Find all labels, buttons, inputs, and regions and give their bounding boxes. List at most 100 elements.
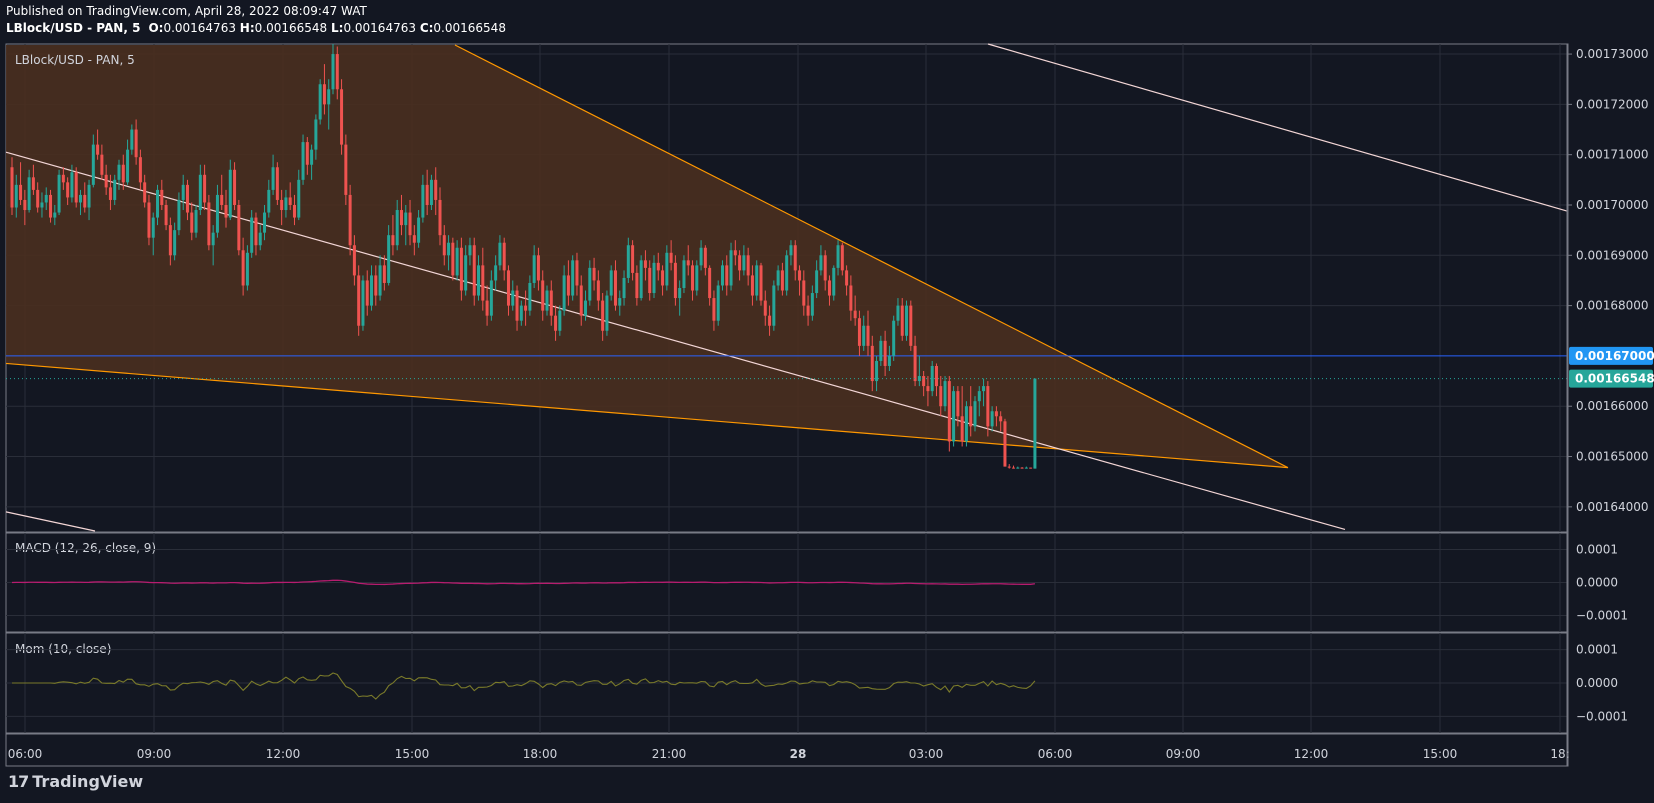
candle: [1007, 464, 1011, 469]
candle: [194, 204, 198, 238]
time-tick-label: 28: [790, 747, 807, 761]
candle-body: [1024, 467, 1028, 469]
candle: [228, 159, 232, 221]
candle-body: [536, 255, 540, 281]
candle-body: [301, 142, 305, 180]
candle: [23, 189, 27, 226]
candle: [853, 295, 857, 326]
candle: [44, 187, 48, 211]
candle: [322, 64, 326, 115]
candle-body: [1020, 467, 1024, 469]
candle-body: [173, 230, 177, 256]
momentum-line: [12, 672, 1036, 700]
price-tick-label: 0.00172000: [1576, 97, 1649, 111]
candle-body: [220, 194, 224, 205]
candle: [468, 237, 472, 266]
candle: [725, 255, 729, 296]
candle: [207, 194, 211, 251]
candle-body: [549, 290, 553, 316]
candle-body: [370, 275, 374, 306]
candle-body: [703, 247, 707, 268]
candle-body: [772, 285, 776, 326]
candle: [639, 255, 643, 301]
candle: [429, 174, 433, 211]
candle: [147, 194, 151, 246]
candle: [1029, 467, 1033, 469]
candle: [318, 79, 322, 125]
candle: [70, 164, 74, 203]
candle-body: [66, 182, 70, 198]
momentum-tick-label: 0.0000: [1576, 676, 1618, 690]
candle-body: [960, 416, 964, 442]
candle-body: [575, 260, 579, 286]
tradingview-logo[interactable]: 17 TradingView: [8, 772, 143, 791]
open-label: O:: [148, 21, 164, 35]
candle-body: [691, 265, 695, 291]
candle-body: [1016, 467, 1020, 469]
candle-body: [207, 202, 211, 246]
candle: [464, 245, 468, 296]
candle-body: [626, 245, 630, 278]
candle: [284, 189, 288, 218]
candle-body: [618, 298, 622, 306]
candle-body: [870, 345, 874, 382]
candle-body: [682, 260, 686, 288]
candle-body: [412, 235, 416, 243]
candle: [930, 360, 934, 397]
candle: [588, 260, 592, 306]
candle-body: [292, 204, 296, 218]
candle-body: [823, 255, 827, 281]
candle: [943, 376, 947, 412]
candle: [840, 242, 844, 276]
candle: [622, 270, 626, 306]
candle: [1020, 467, 1024, 469]
candle: [250, 210, 254, 258]
candle-body: [78, 194, 82, 203]
candle: [656, 252, 660, 281]
candle-body: [973, 401, 977, 427]
candle: [412, 225, 416, 256]
channel-upper-line: [987, 43, 1568, 212]
candle: [562, 265, 566, 316]
candle: [335, 46, 339, 100]
candle: [121, 154, 125, 190]
candle: [447, 235, 451, 271]
candle: [74, 167, 78, 208]
candle-body: [481, 265, 485, 301]
falling-wedge-fill: [6, 45, 1288, 468]
candle-body: [49, 194, 53, 218]
candle-body: [755, 265, 759, 296]
candle: [913, 335, 917, 387]
candle: [836, 240, 840, 276]
candle: [344, 134, 348, 205]
candle: [66, 177, 70, 205]
candle: [203, 164, 207, 211]
candle: [742, 245, 746, 276]
candle: [819, 245, 823, 276]
candle: [391, 215, 395, 256]
candle-body: [40, 202, 44, 208]
candle-body: [245, 252, 249, 286]
candle-body: [472, 245, 476, 296]
last-price-badge-text: 0.00166548: [1575, 372, 1654, 386]
time-tick-label: 21:00: [652, 747, 687, 761]
candle-body: [857, 318, 861, 346]
macd-tick-label: 0.0001: [1576, 543, 1618, 557]
symbol-ohlc-line: LBlock/USD - PAN, 5 O:0.00164763 H:0.001…: [6, 21, 506, 35]
candle-body: [185, 184, 189, 213]
candle: [652, 255, 656, 299]
candle-body: [956, 391, 960, 417]
candle-body: [738, 255, 742, 271]
candle: [892, 315, 896, 361]
candle-body: [789, 245, 793, 256]
candle: [536, 247, 540, 291]
candle-body: [588, 267, 592, 301]
candle-body: [793, 245, 797, 271]
candle: [823, 250, 827, 291]
candle-body: [288, 197, 292, 205]
candle-body: [19, 184, 23, 200]
candle: [566, 260, 570, 306]
candle-body: [335, 54, 339, 90]
candle-body: [181, 184, 185, 200]
